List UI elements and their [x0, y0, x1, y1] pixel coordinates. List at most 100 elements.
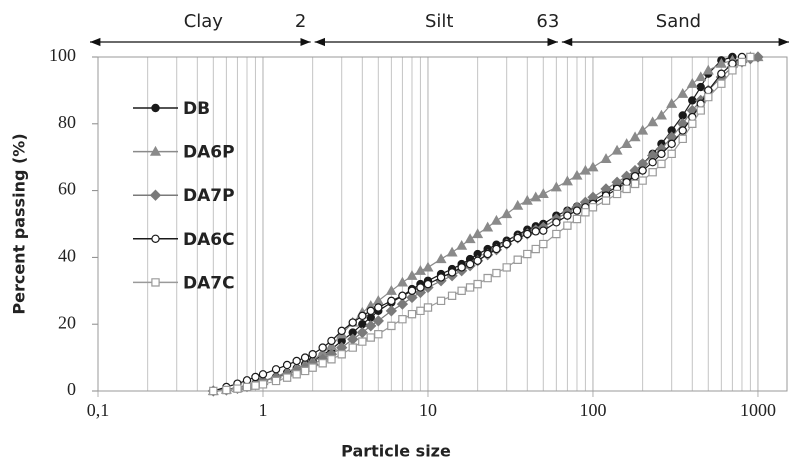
point — [512, 199, 524, 210]
point — [416, 283, 425, 292]
x-tick-label: 1 — [258, 400, 267, 420]
series — [209, 52, 737, 396]
legend-marker — [151, 234, 160, 243]
point — [648, 168, 657, 177]
point — [423, 279, 433, 289]
legend-marker — [149, 189, 162, 201]
point — [435, 253, 447, 264]
point — [337, 326, 346, 336]
point — [396, 298, 409, 310]
point — [695, 71, 707, 82]
point — [572, 206, 582, 215]
point — [251, 372, 260, 382]
point — [416, 306, 425, 316]
point — [398, 314, 407, 324]
point — [696, 82, 705, 92]
point — [398, 291, 407, 301]
point — [374, 330, 383, 339]
series — [209, 52, 755, 396]
point — [523, 249, 532, 259]
y-axis-label: Percent passing (%) — [10, 133, 29, 314]
y-tick-label: 60 — [58, 179, 76, 199]
point — [688, 96, 697, 105]
point — [600, 153, 612, 163]
point — [358, 311, 367, 321]
point — [447, 268, 457, 277]
x-tick-label: 0,1 — [87, 400, 110, 420]
point — [387, 296, 396, 306]
point — [483, 273, 492, 283]
point — [473, 256, 482, 265]
legend-marker — [151, 103, 160, 113]
point — [365, 320, 377, 332]
point — [717, 69, 726, 78]
point — [318, 359, 327, 368]
point — [552, 229, 561, 239]
point — [414, 265, 426, 275]
point — [406, 291, 418, 304]
point — [563, 211, 572, 220]
point — [490, 214, 502, 225]
point — [465, 259, 475, 269]
x-tick-label: 1000 — [740, 400, 776, 420]
point — [436, 296, 446, 306]
point — [579, 164, 591, 175]
point — [465, 283, 475, 292]
zone-label: Sand — [656, 11, 701, 32]
point — [630, 172, 640, 181]
legend-label: DA6P — [183, 143, 235, 163]
y-tick-label: 20 — [58, 312, 76, 332]
point — [282, 373, 292, 382]
legend-label: DA6C — [183, 230, 235, 250]
legend-label: DB — [183, 99, 210, 119]
point — [372, 315, 384, 327]
zone-label: Clay — [184, 11, 224, 32]
point — [678, 126, 687, 135]
point — [612, 189, 622, 199]
point — [502, 263, 511, 272]
zone-label: Silt — [425, 11, 454, 32]
point — [647, 116, 659, 127]
point — [464, 233, 476, 244]
point — [648, 158, 657, 167]
point — [637, 124, 649, 135]
point — [337, 350, 346, 359]
point — [513, 255, 522, 264]
boundary-label: 63 — [536, 11, 559, 32]
point — [366, 333, 375, 342]
point — [501, 208, 513, 219]
y-tick-label: 80 — [58, 112, 76, 132]
point — [385, 285, 397, 295]
point — [688, 119, 697, 129]
point — [513, 233, 522, 243]
point — [539, 226, 548, 235]
point — [588, 203, 598, 212]
series — [207, 51, 764, 397]
point — [587, 161, 599, 172]
point — [422, 261, 434, 272]
point — [366, 306, 375, 316]
point — [622, 184, 631, 194]
point — [667, 139, 676, 149]
x-tick-label: 100 — [579, 400, 606, 420]
point — [446, 246, 458, 257]
point — [348, 343, 357, 352]
y-tick-label: 40 — [58, 246, 76, 266]
point — [537, 188, 549, 199]
point — [752, 51, 764, 63]
point — [611, 144, 623, 155]
point — [358, 320, 367, 329]
point — [406, 270, 418, 280]
point — [282, 360, 292, 370]
point — [678, 134, 687, 144]
point — [638, 176, 647, 185]
point — [456, 239, 468, 250]
point — [222, 385, 231, 395]
point — [271, 376, 281, 386]
point — [396, 276, 408, 287]
point — [258, 370, 268, 379]
point — [521, 194, 533, 205]
point — [483, 249, 492, 259]
point — [530, 191, 542, 202]
